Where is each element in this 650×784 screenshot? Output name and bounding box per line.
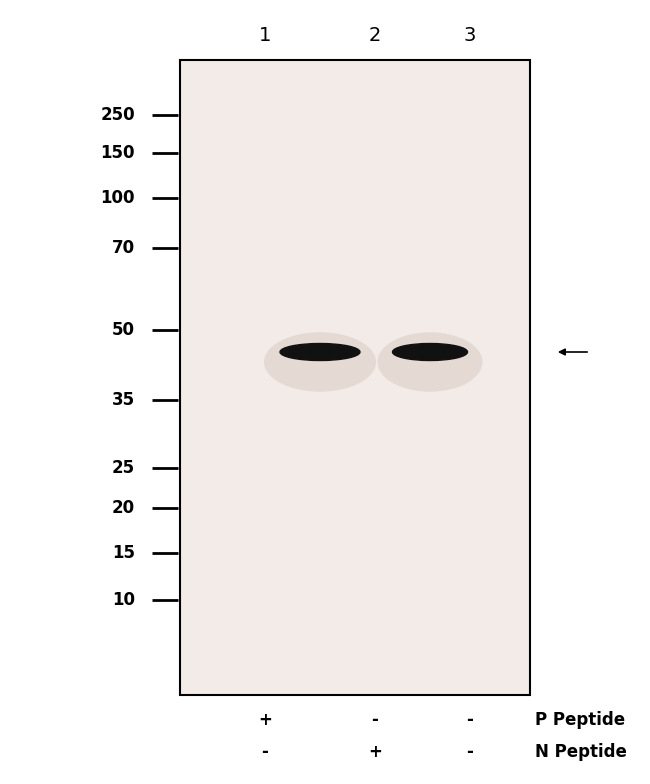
Text: -: - [372, 711, 378, 729]
Text: 70: 70 [112, 239, 135, 257]
Bar [180, 60, 530, 695]
Text: P Peptide: P Peptide [535, 711, 625, 729]
Text: N Peptide: N Peptide [535, 743, 627, 761]
Text: 35: 35 [112, 391, 135, 409]
Ellipse shape [264, 332, 376, 392]
Ellipse shape [378, 332, 482, 392]
Text: -: - [467, 743, 473, 761]
Text: +: + [368, 743, 382, 761]
Text: 20: 20 [112, 499, 135, 517]
Text: +: + [258, 711, 272, 729]
Text: 250: 250 [100, 106, 135, 124]
Ellipse shape [280, 343, 360, 361]
Text: 15: 15 [112, 544, 135, 562]
Text: 10: 10 [112, 591, 135, 609]
Text: 100: 100 [101, 189, 135, 207]
Ellipse shape [393, 343, 467, 361]
Text: 3: 3 [464, 26, 476, 45]
Text: 25: 25 [112, 459, 135, 477]
Text: -: - [261, 743, 268, 761]
Text: -: - [467, 711, 473, 729]
Text: 1: 1 [259, 26, 271, 45]
Text: 50: 50 [112, 321, 135, 339]
Text: 150: 150 [101, 144, 135, 162]
Text: 2: 2 [369, 26, 381, 45]
